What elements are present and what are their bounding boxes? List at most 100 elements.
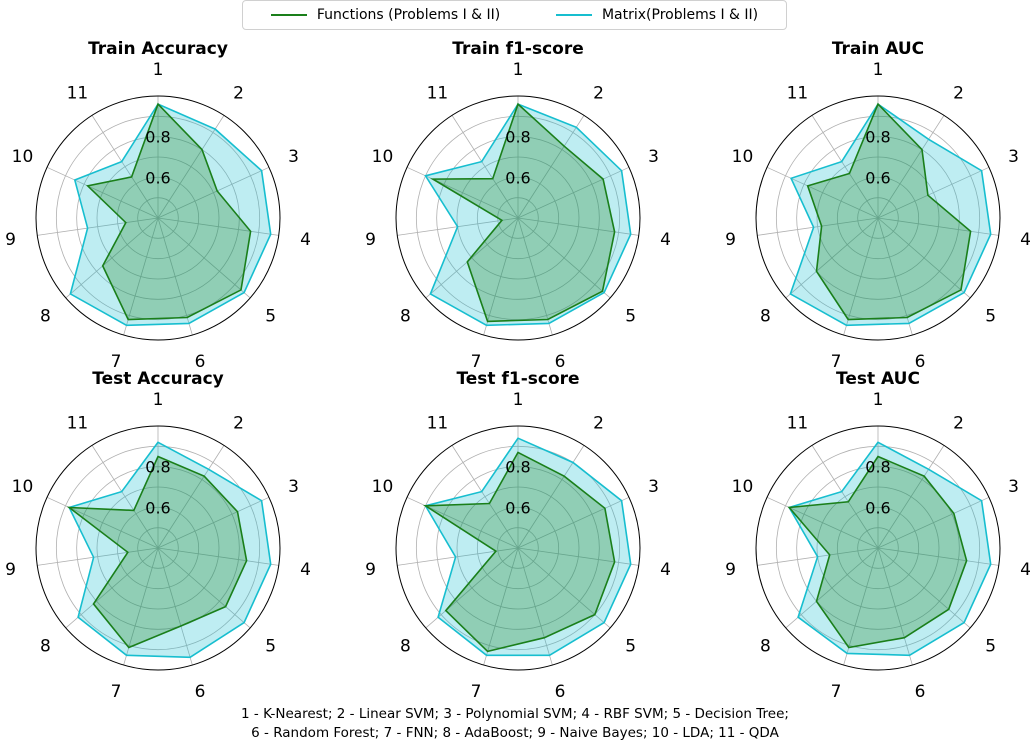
axis-label: 3 [288,477,299,497]
radar-chart-5: Test f1-score 0.6 0.8 1 2 3 4 5 6 7 8 9 10 11 [365,369,671,702]
footnote-line-2: 6 - Random Forest; 7 - FNN; 8 - AdaBoost… [251,725,779,741]
grid-spoke [37,217,159,236]
axis-label: 3 [288,147,299,167]
axis-label: 9 [5,560,16,580]
axis-label: 2 [233,414,244,434]
series-matrix [68,441,272,659]
grid-spoke [517,217,639,236]
chart-title: Test Accuracy [92,369,223,389]
axis-label: 1 [153,60,164,80]
grid-spoke [517,217,611,299]
axis-label: 5 [985,637,996,657]
legend-swatch-matrix [555,14,592,16]
grid-spoke [517,547,553,666]
chart-title: Train Accuracy [88,39,228,59]
axis-label: 3 [648,477,659,497]
radar-chart-2: Train f1-score 0.6 0.8 1 2 3 4 5 6 7 8 9 10 11 [365,39,671,372]
grid-spoke [877,547,999,566]
axis-label: 5 [625,637,636,657]
grid-spoke [877,217,913,336]
series-functions [806,102,972,321]
grid-spoke [157,217,193,336]
axis-label: 1 [513,60,524,80]
polar-frame [395,425,641,671]
axis-label: 6 [915,352,926,372]
radial-tick-label: 0.8 [865,458,890,477]
radial-tick-label: 0.8 [145,458,170,477]
grid-spoke [757,217,879,236]
grid-spoke [157,217,279,236]
series-functions [787,455,968,649]
radar-chart-6: Test AUC 0.6 0.8 1 2 3 4 5 6 7 8 9 10 11 [725,369,1030,702]
footnote-line-1: 1 - K-Nearest; 2 - Linear SVM; 3 - Polyn… [241,706,789,722]
axis-label: 5 [625,307,636,327]
grid-spoke [766,166,879,219]
axis-label: 7 [111,682,122,702]
axis-label: 8 [400,307,411,327]
grid-spoke [877,547,913,666]
axis-label: 8 [760,307,771,327]
grid-spoke [877,217,999,236]
axis-label: 9 [725,230,736,250]
grid-spoke [877,445,945,549]
grid-spoke [91,115,159,219]
grid-spoke [157,496,270,549]
axis-label: 5 [265,637,276,657]
axis-label: 7 [471,352,482,372]
legend-swatch-functions [270,14,307,16]
axis-label: 2 [953,414,964,434]
axis-label: 11 [67,84,89,104]
axis-label: 9 [365,230,376,250]
series-matrix [69,103,272,327]
axis-label: 3 [648,147,659,167]
axis-label: 4 [300,560,311,580]
legend: Functions (Problems I & II) Matrix(Probl… [242,0,787,30]
grid-spoke [157,547,193,666]
axis-label: 1 [873,60,884,80]
chart-title: Test f1-score [456,369,579,389]
axis-label: 5 [265,307,276,327]
axis-label: 3 [1008,147,1019,167]
axis-label: 10 [12,147,34,167]
grid-spoke [157,115,225,219]
axis-label: 7 [471,682,482,702]
grid-spoke [877,547,971,629]
axis-label: 2 [233,84,244,104]
radial-tick-label: 0.8 [505,128,530,147]
grid-spoke [811,445,879,549]
grid-spoke [766,496,879,549]
chart-title: Test AUC [836,369,920,389]
legend-item-matrix: Matrix(Problems I & II) [555,7,758,23]
polar-frame [35,425,281,671]
grid-spoke [397,547,519,566]
grid-spoke [451,115,519,219]
axis-label: 4 [300,230,311,250]
grid-spoke [37,547,159,566]
radial-tick-label: 0.8 [505,458,530,477]
legend-label-functions: Functions (Problems I & II) [316,7,501,23]
radial-tick-label: 0.6 [145,168,170,187]
polar-frame [755,425,1001,671]
axis-label: 1 [513,390,524,410]
grid-spoke [517,166,630,219]
grid-spoke [425,547,519,629]
radial-tick-label: 0.6 [505,168,530,187]
axis-label: 6 [555,682,566,702]
axis-label: 10 [732,147,754,167]
grid-spoke [877,115,945,219]
axis-label: 1 [153,390,164,410]
legend-item-functions: Functions (Problems I & II) [270,7,501,23]
grid-spoke [877,166,990,219]
axis-label: 6 [915,682,926,702]
radar-chart-3: Train AUC 0.6 0.8 1 2 3 4 5 6 7 8 9 10 11 [725,39,1030,372]
series-matrix [424,437,632,657]
radial-tick-label: 0.8 [145,128,170,147]
grid-spoke [451,445,519,549]
radial-tick-label: 0.6 [865,498,890,517]
grid-spoke [123,217,159,336]
series-functions [66,455,248,649]
grid-spoke [517,217,553,336]
chart-title: Train AUC [832,39,924,59]
grid-spoke [483,547,519,666]
